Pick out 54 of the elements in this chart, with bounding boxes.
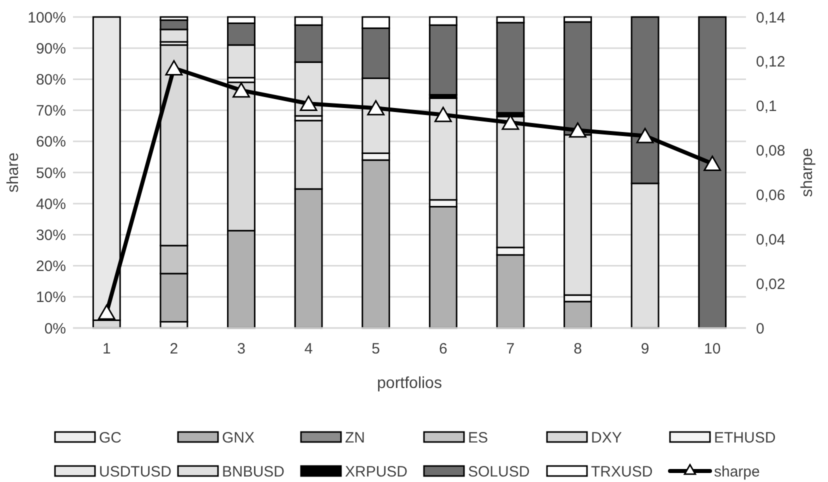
point	[569, 122, 586, 138]
x-tick-label: 9	[640, 340, 650, 358]
y2-tick-label: 0,14	[756, 9, 786, 26]
y-axis-title: share	[5, 152, 22, 193]
legend-label: ETHUSD	[714, 429, 776, 446]
legend-label: ES	[468, 429, 488, 446]
y2-tick-label: 0,04	[756, 231, 786, 248]
point	[367, 100, 385, 116]
y-tick-label: 10%	[36, 289, 66, 306]
y-tick-label: 0%	[44, 320, 66, 338]
y2-tick-label: 0	[756, 320, 764, 338]
x-tick-label: 6	[438, 340, 448, 358]
y-tick-label: 40%	[36, 196, 66, 213]
y-tick-label: 90%	[36, 40, 66, 58]
y2-tick-label: 0,12	[756, 54, 786, 71]
point	[165, 60, 183, 76]
y-tick-label: 60%	[36, 134, 66, 151]
legend-label: GC	[99, 429, 122, 446]
x-tick-label: 4	[304, 340, 313, 358]
y-tick-label: 50%	[36, 164, 66, 182]
x-tick-label: 5	[372, 340, 380, 358]
y-tick-label: 100%	[28, 9, 66, 26]
y2-tick-label: 0,06	[756, 186, 786, 204]
point	[704, 156, 722, 171]
point	[300, 96, 318, 111]
y2-tick-label: 0,08	[756, 142, 786, 160]
legend-label: sharpe	[714, 463, 760, 480]
point	[636, 128, 654, 144]
legend-label: TRXUSD	[591, 463, 653, 480]
point	[434, 106, 452, 122]
legend-label: DXY	[591, 429, 622, 446]
x-tick-label: 1	[102, 340, 111, 358]
legend-label: ZN	[345, 429, 365, 446]
legend-label: GNX	[222, 429, 255, 446]
point	[502, 114, 520, 130]
y-tick-label: 30%	[36, 226, 66, 244]
y2-tick-label: 0,02	[756, 276, 786, 293]
y2-axis-title: sharpe	[799, 148, 816, 197]
legend-label: BNBUSD	[222, 463, 285, 480]
legend-label: USDTUSD	[99, 463, 172, 480]
x-tick-label: 3	[237, 340, 246, 358]
y-tick-label: 80%	[36, 71, 66, 88]
legend-label: XRPUSD	[345, 463, 408, 480]
legend-label: SOLUSD	[468, 463, 530, 480]
x-axis-title: portfolios	[377, 375, 442, 392]
x-tick-label: 2	[170, 340, 178, 358]
point	[232, 82, 250, 98]
x-tick-label: 10	[704, 340, 721, 358]
y-tick-label: 20%	[36, 258, 66, 276]
x-tick-label: 8	[574, 340, 582, 358]
y2-tick-label: 0,1	[756, 98, 777, 116]
x-tick-label: 7	[506, 340, 515, 358]
point	[98, 304, 116, 320]
y-tick-label: 70%	[36, 102, 66, 120]
